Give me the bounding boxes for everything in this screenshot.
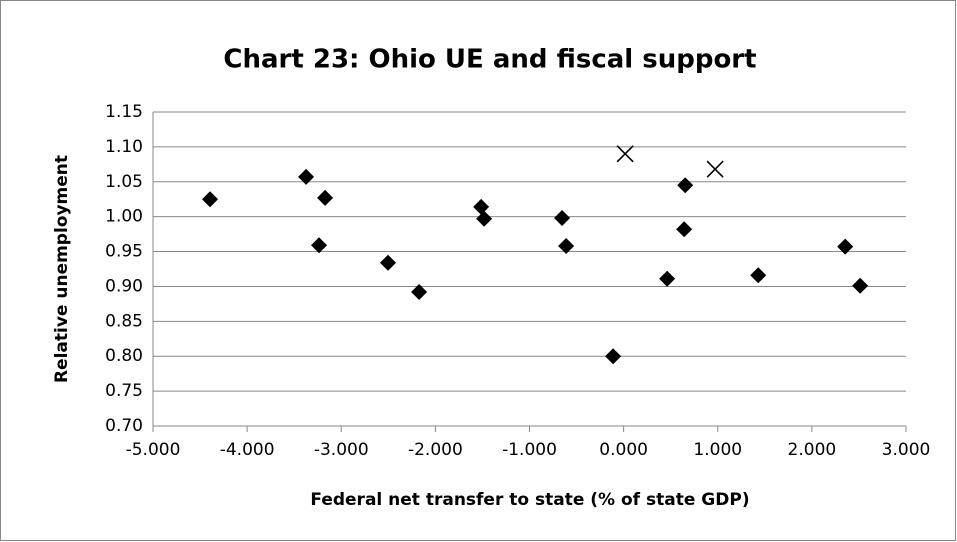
diamond-point: [476, 210, 493, 227]
x-tick-label: -2.000: [408, 440, 463, 460]
diamond-point: [473, 198, 490, 215]
x-tick-label: 2.000: [788, 440, 837, 460]
cross-point: [616, 145, 634, 163]
y-tick-label: 0.70: [105, 416, 143, 436]
x-tick-label: 0.000: [599, 440, 648, 460]
y-tick-label: 0.80: [105, 346, 143, 366]
x-tick-label: 3.000: [882, 440, 931, 460]
diamond-point: [202, 191, 219, 208]
x-tick-label: -1.000: [502, 440, 557, 460]
diamond-point: [311, 237, 328, 254]
diamond-point: [298, 168, 315, 185]
diamond-point: [676, 221, 693, 238]
y-axis-title: Relative unemployment: [52, 155, 72, 383]
y-tick-label: 1.10: [105, 137, 143, 157]
chart-title: Chart 23: Ohio UE and fiscal support: [223, 45, 756, 75]
diamond-point: [852, 277, 869, 294]
x-tick-label: -3.000: [314, 440, 369, 460]
x-tick-label: -5.000: [126, 440, 181, 460]
diamond-point: [317, 189, 334, 206]
diamond-point: [659, 270, 676, 287]
diamond-point: [677, 177, 694, 194]
cross-point: [706, 160, 724, 178]
y-tick-label: 1.00: [105, 207, 143, 227]
diamond-point: [554, 210, 571, 227]
y-tick-label: 1.15: [105, 102, 143, 122]
y-tick-label: 0.95: [105, 242, 143, 262]
x-tick-label: 1.000: [693, 440, 742, 460]
diamond-point: [558, 237, 575, 254]
diamond-point: [837, 238, 854, 255]
x-axis-title: Federal net transfer to state (% of stat…: [310, 490, 749, 510]
y-tick-label: 0.90: [105, 276, 143, 296]
diamond-point: [605, 348, 622, 365]
x-tick-label: -4.000: [220, 440, 275, 460]
y-tick-label: 0.85: [105, 311, 143, 331]
y-tick-label: 1.05: [105, 172, 143, 192]
diamond-point: [411, 284, 428, 301]
y-tick-label: 0.75: [105, 381, 143, 401]
diamond-point: [750, 267, 767, 284]
diamond-point: [380, 254, 397, 271]
